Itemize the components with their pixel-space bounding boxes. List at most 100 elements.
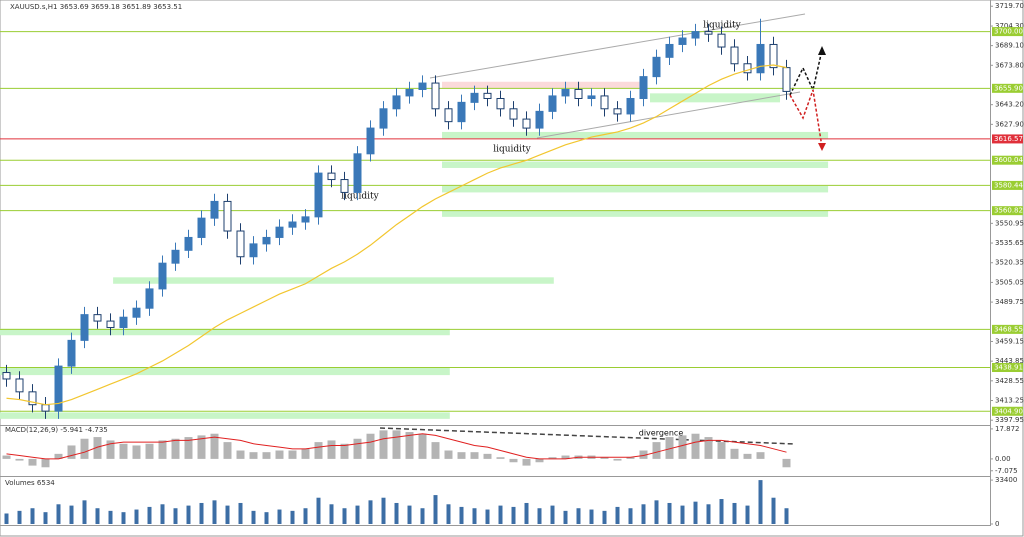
candle-body [522,118,531,129]
level-label: 3700.00 [994,28,1023,36]
candle-body [15,378,24,393]
macd-bar [483,453,492,459]
macd-bar [704,437,713,459]
macd-bar [249,452,258,459]
candle-body [405,88,414,97]
zone [0,412,450,419]
candle-body [301,216,310,223]
volume-bar [524,502,529,524]
y-tick-label: 0 [995,520,999,528]
candle-body [158,262,167,290]
candle-body [223,200,232,232]
volume-bar [121,512,126,524]
candle-body [457,101,466,123]
volume-bar [784,508,789,524]
volume-bar [225,505,230,524]
macd-bar [327,440,336,459]
candle-body [288,221,297,228]
macd-bar [301,448,310,459]
y-tick-label: 3520.35 [995,259,1024,267]
level-label-box [992,180,1023,190]
panel-title: Volumes 6534 [5,479,55,487]
volume-bar [745,505,750,524]
macd-bar [210,433,219,459]
macd-bar [314,442,323,459]
volume-bar [82,500,87,524]
macd-bar [366,433,375,459]
candle-body [691,31,700,39]
y-tick-label: 3627.90 [995,120,1024,128]
y-tick-label: 3459.15 [995,337,1024,345]
macd-bar [41,458,50,468]
candle-body [340,179,349,193]
macd-bar [782,458,791,468]
macd-bar [392,430,401,459]
candle-body [249,243,258,258]
candle-body [704,31,713,35]
candle-body [626,97,635,115]
macd-bar [353,438,362,459]
macd-bar [691,433,700,459]
level-label: 3560.82 [994,207,1023,215]
macd-bar [67,445,76,459]
candle-body [262,236,271,245]
volume-bar [563,510,568,524]
candle-body [392,95,401,110]
level-label-box [992,27,1023,37]
macd-bar [639,450,648,459]
candle-body [197,217,206,238]
volume-bar [160,504,165,524]
macd-bar [119,443,128,459]
y-tick-label: 3505.05 [995,278,1024,286]
y-tick-label: 3443.85 [995,357,1024,365]
macd-bar [756,452,765,459]
candle-body [106,320,115,329]
level-label-box [992,363,1023,373]
arrow-head [818,46,826,55]
candle-body [353,153,362,193]
y-tick-label: 0.00 [995,455,1011,463]
y-tick-label: 3643.20 [995,101,1024,109]
arrow-up [789,49,823,96]
volume-bar [654,500,659,524]
volume-bar [576,508,581,524]
volume-bar [771,497,776,524]
zone [0,367,450,376]
volume-bar [680,505,685,524]
candle-body [639,76,648,99]
volume-bar [407,505,412,524]
candle-body [119,316,128,329]
volume-bar [394,502,399,524]
candle-body [418,82,427,90]
macd-bar [340,443,349,459]
volume-bar [17,510,22,524]
macd-bar [509,458,518,463]
candle-body [80,314,89,341]
level-label-box [992,206,1023,216]
candle-body [236,230,245,258]
candle-body [93,314,102,322]
y-tick-label: -7.075 [995,467,1018,475]
volume-bar [628,508,633,524]
candle-body [769,43,778,69]
macd-bar [158,440,167,459]
candle-body [548,95,557,112]
level-label: 3468.55 [994,325,1023,333]
y-tick-label: 17.872 [995,425,1020,433]
volume-bar [56,504,61,524]
level-label-box [992,406,1023,416]
volume-bar [693,501,698,524]
volume-bar [277,509,282,524]
y-tick-label: 3719.70 [995,2,1024,10]
volume-bar [667,502,672,524]
zone [442,131,829,139]
candle-body [431,82,440,110]
macd-bar [197,435,206,459]
arrow-head [818,143,826,151]
level-label: 3438.91 [994,364,1023,372]
candle-body [275,226,284,238]
candle-body [171,249,180,264]
candle-body [41,404,50,412]
